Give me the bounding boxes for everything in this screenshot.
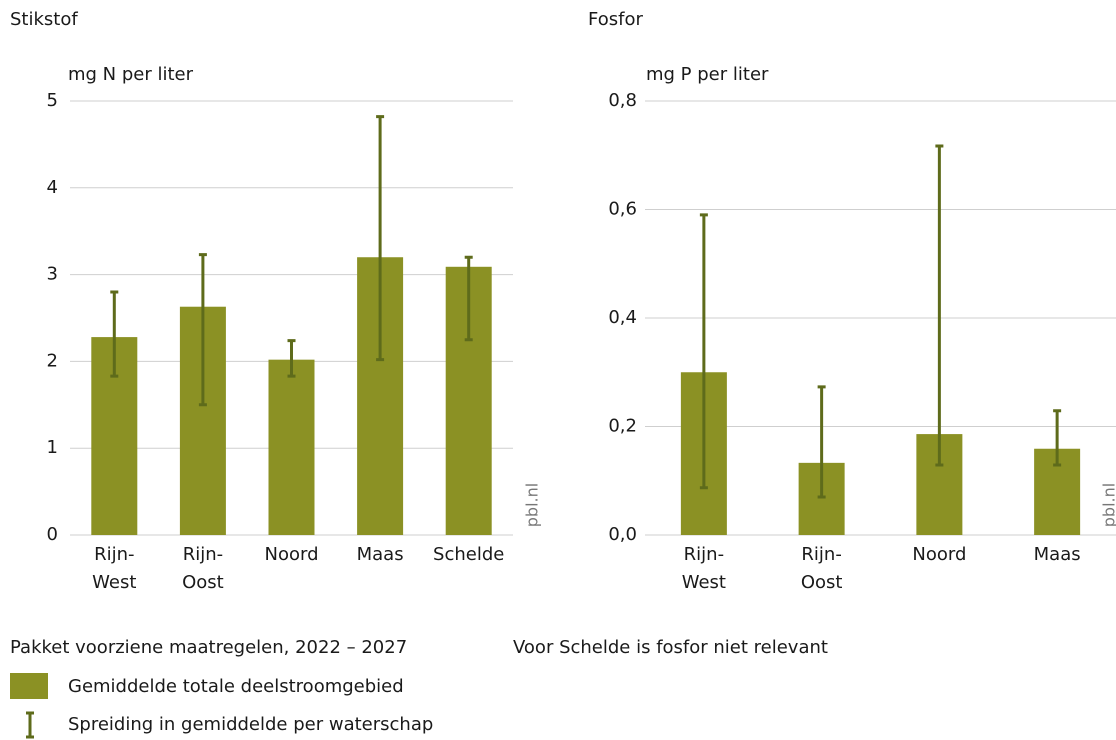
- x-tick-label: Rijn-West: [682, 544, 726, 593]
- error-bar: [1053, 409, 1062, 467]
- error-bar: [110, 290, 119, 378]
- x-tick-label: Noord: [912, 544, 966, 565]
- legend-bar-swatch: [10, 673, 48, 699]
- error-bar: [817, 385, 826, 499]
- y-tick-label: 2: [47, 350, 58, 371]
- x-tick-label: Maas: [1034, 544, 1081, 565]
- y-tick-label: 0,4: [608, 307, 637, 328]
- y-tick-label: 5: [47, 90, 58, 111]
- y-tick-label: 0,6: [608, 199, 637, 220]
- y-axis-title: mg P per liter: [646, 64, 769, 85]
- x-tick-label: Schelde: [433, 544, 504, 565]
- error-bar: [935, 144, 944, 467]
- legend-title: Pakket voorziene maatregelen, 2022 – 202…: [10, 637, 407, 658]
- y-tick-label: 4: [47, 177, 58, 198]
- y-tick-label: 0: [47, 524, 58, 545]
- x-tick-label: Rijn-Oost: [801, 544, 843, 593]
- x-tick-label: Rijn-West: [92, 544, 136, 593]
- error-bar: [699, 213, 708, 490]
- x-tick-label: Maas: [357, 544, 404, 565]
- chart-title: Fosfor: [588, 9, 643, 30]
- source-label: pbl.nl: [1100, 483, 1116, 527]
- y-tick-label: 0,8: [608, 90, 637, 111]
- y-tick-label: 0,0: [608, 524, 637, 545]
- error-bar: [464, 255, 473, 342]
- legend-error-icon: [26, 711, 34, 739]
- x-tick-label: Noord: [265, 544, 319, 565]
- error-bar: [376, 115, 385, 362]
- y-axis-title: mg N per liter: [68, 64, 194, 85]
- legend-label: Gemiddelde totale deelstroomgebied: [68, 676, 404, 697]
- y-tick-label: 1: [47, 437, 58, 458]
- bar: [268, 359, 315, 535]
- note: Voor Schelde is fosfor niet relevant: [513, 637, 828, 658]
- chart-title: Stikstof: [10, 9, 78, 30]
- error-bar: [287, 339, 296, 378]
- y-tick-label: 3: [47, 264, 58, 285]
- x-tick-label: Rijn-Oost: [182, 544, 224, 593]
- error-bar: [198, 253, 207, 407]
- legend-label: Spreiding in gemiddelde per waterschap: [68, 714, 433, 735]
- source-label: pbl.nl: [523, 483, 542, 527]
- y-tick-label: 0,2: [608, 416, 637, 437]
